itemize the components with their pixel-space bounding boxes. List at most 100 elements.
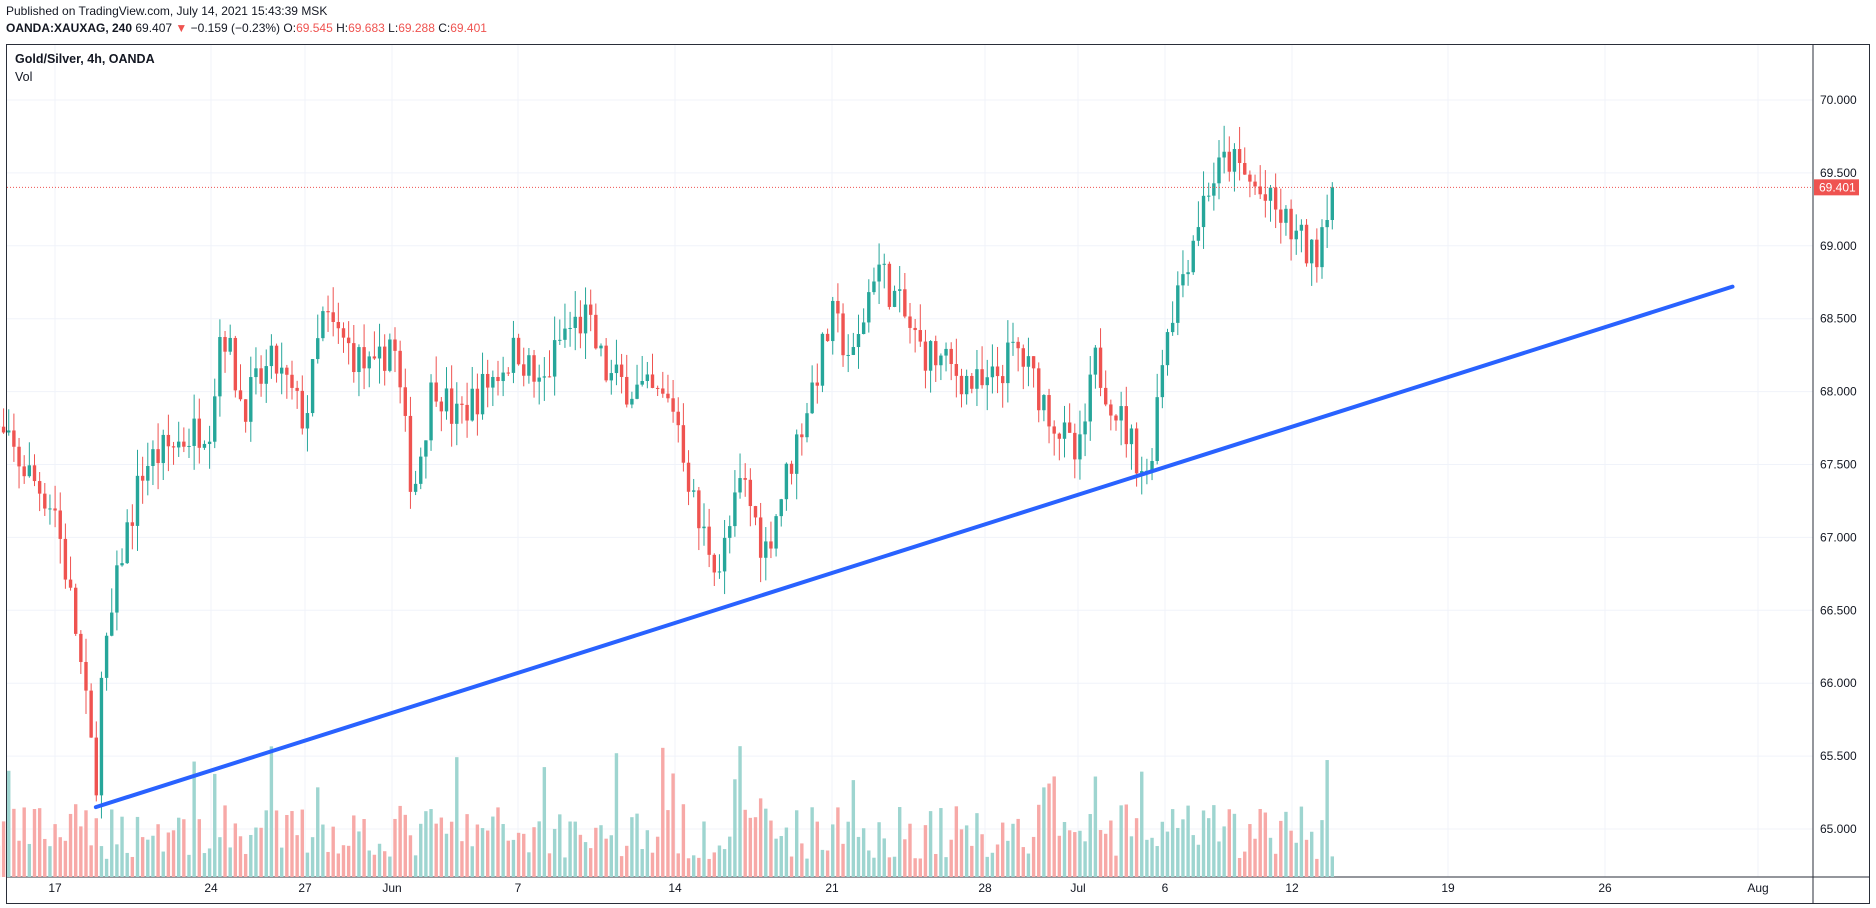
candle-body	[1170, 322, 1175, 333]
volume-bar	[630, 817, 634, 877]
candle-body	[1186, 272, 1190, 275]
volume-bar	[207, 848, 212, 877]
candle-body	[1294, 230, 1298, 240]
volume-bar	[1129, 836, 1134, 877]
candle-body	[661, 388, 665, 394]
volume-bar	[321, 824, 325, 877]
candle-body	[372, 356, 377, 359]
candle-body	[22, 466, 26, 477]
volume-bar	[774, 838, 778, 877]
candle-body	[316, 338, 320, 360]
volume-bar	[1248, 824, 1252, 877]
candle-body	[1114, 415, 1118, 421]
volume-bar	[398, 805, 402, 877]
volume-bar	[1067, 830, 1072, 877]
candle-body	[460, 403, 464, 405]
volume-bar	[954, 806, 959, 877]
volume-bar	[1206, 818, 1211, 877]
volume-bar	[506, 840, 510, 877]
candle-body	[1140, 471, 1144, 474]
candle-body	[32, 465, 37, 482]
volume-bar	[1263, 812, 1268, 877]
candle-body	[934, 341, 938, 366]
volume-bar	[166, 832, 171, 877]
legend-title[interactable]: Gold/Silver, 4h, OANDA	[15, 52, 155, 66]
volume-bar	[753, 817, 758, 877]
price-tick-label: 66.000	[1820, 676, 1857, 690]
candle-body	[1083, 421, 1087, 435]
candle-body	[609, 373, 613, 381]
volume-bar	[1212, 805, 1216, 877]
candle-body	[1248, 174, 1252, 182]
volume-bar	[115, 844, 119, 877]
candle-body	[588, 304, 593, 315]
volume-bar	[79, 826, 83, 877]
candle-body	[1320, 227, 1324, 268]
volume-bar	[68, 813, 73, 877]
candle-body	[856, 334, 861, 348]
volume-bar	[975, 813, 979, 877]
candle-body	[712, 554, 716, 573]
candle-body	[676, 411, 680, 426]
volume-bar	[1176, 827, 1180, 877]
candle-body	[161, 434, 165, 464]
candle-body	[861, 322, 866, 335]
volume-bar	[182, 819, 186, 877]
volume-bar	[784, 827, 789, 877]
symbol[interactable]: OANDA:XAUXAG, 240	[6, 21, 133, 35]
volume-bar	[794, 810, 799, 877]
legend-volume[interactable]: Vol	[15, 70, 33, 84]
volume-bar	[671, 773, 675, 877]
candle-body	[614, 364, 619, 374]
candle-body	[1279, 209, 1283, 223]
volume-bar	[800, 843, 804, 877]
volume-bar	[825, 850, 830, 877]
candle-body	[166, 434, 171, 447]
price-tick-label: 67.000	[1820, 530, 1857, 544]
candle-body	[310, 359, 315, 414]
volume-bar	[1, 821, 6, 877]
volume-bar	[1026, 853, 1031, 877]
volume-bar	[547, 853, 552, 877]
chart-frame[interactable]	[6, 44, 1870, 904]
volume-bar	[625, 845, 629, 877]
candle-body	[1124, 406, 1128, 445]
candle-body	[1227, 151, 1231, 172]
volume-bar	[295, 835, 299, 877]
time-tick-label: 21	[825, 881, 839, 895]
volume-bar	[475, 824, 480, 877]
volume-bar	[125, 852, 129, 877]
volume-bar	[964, 825, 969, 877]
candle-body	[382, 346, 387, 371]
candle-body	[897, 289, 902, 291]
volume-bar	[527, 852, 531, 877]
volume-bar	[1309, 831, 1314, 877]
volume-bar	[1062, 821, 1067, 877]
volume-bar	[377, 843, 382, 877]
volume-bar	[923, 825, 928, 877]
time-tick-label: 28	[978, 881, 992, 895]
candle-body	[17, 446, 21, 467]
close-value: 69.401	[450, 21, 487, 35]
trendline	[93, 284, 1735, 810]
candle-body	[197, 418, 201, 448]
volume-bar	[645, 830, 650, 877]
close-label: C:	[438, 21, 451, 35]
volume-bar	[120, 816, 124, 877]
volume-bar	[1284, 811, 1288, 877]
candle-body	[1284, 208, 1288, 223]
candle-body	[872, 281, 876, 293]
candle-body	[691, 490, 696, 492]
volume-bar	[455, 757, 459, 877]
volume-bar	[331, 826, 335, 877]
candle-body	[753, 506, 758, 518]
low-value: 69.288	[398, 21, 435, 35]
volume-bar	[1042, 787, 1046, 877]
candle-body	[810, 382, 814, 414]
candle-body	[697, 490, 701, 529]
volume-bar	[872, 857, 876, 877]
quote-line: OANDA:XAUXAG, 240 69.407 ▼ −0.159 (−0.23…	[6, 21, 487, 35]
candle-body	[110, 612, 114, 636]
candle-body	[434, 382, 438, 402]
